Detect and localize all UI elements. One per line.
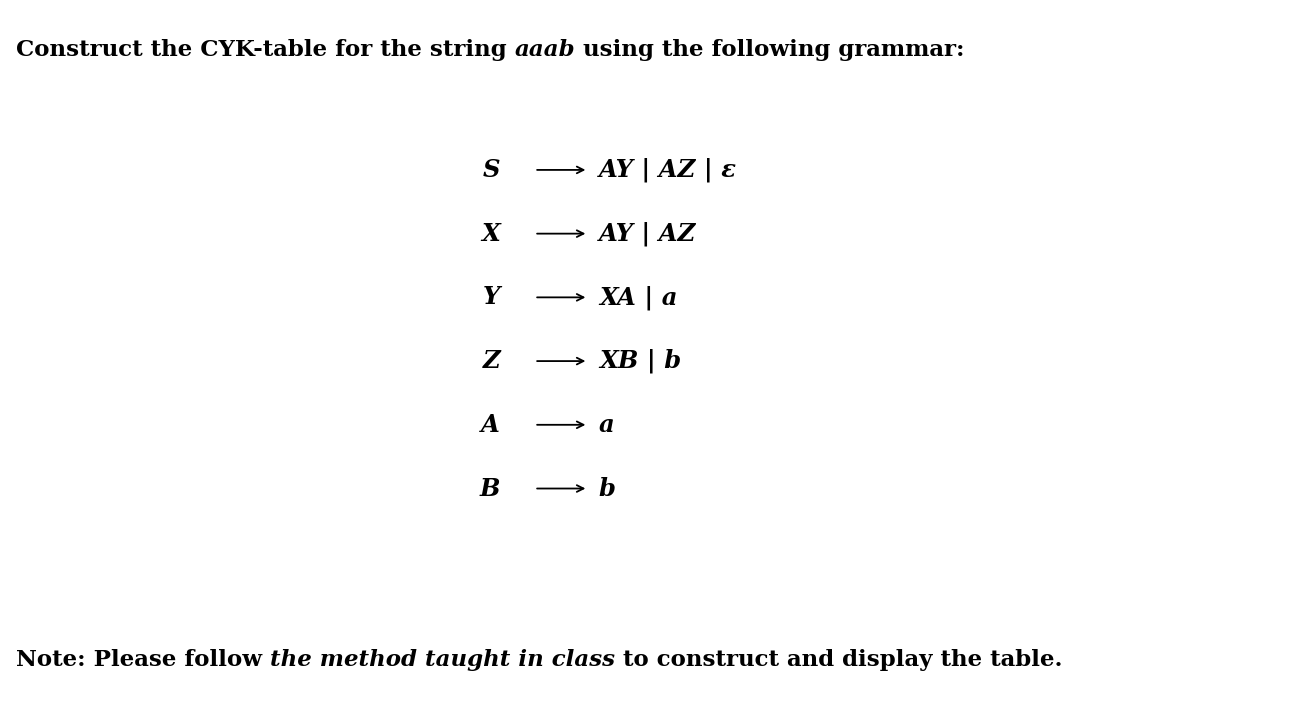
Text: A: A (482, 413, 500, 437)
Text: XB | b: XB | b (599, 349, 682, 373)
Text: XA | a: XA | a (599, 285, 678, 309)
Text: X: X (482, 222, 500, 246)
Text: B: B (479, 476, 500, 501)
Text: aaab: aaab (515, 39, 575, 61)
Text: a: a (599, 413, 615, 437)
Text: Y: Y (483, 285, 500, 309)
Text: AY | AZ | ε: AY | AZ | ε (599, 158, 737, 182)
Text: using the following grammar:: using the following grammar: (575, 39, 965, 61)
Text: AY | AZ: AY | AZ (599, 222, 696, 246)
Text: Note: Please follow: Note: Please follow (16, 649, 270, 671)
Text: Z: Z (483, 349, 500, 373)
Text: b: b (599, 476, 616, 501)
Text: S: S (483, 158, 500, 182)
Text: to construct and display the table.: to construct and display the table. (615, 649, 1062, 671)
Text: the method taught in class: the method taught in class (270, 649, 615, 671)
Text: Construct the CYK-table for the string: Construct the CYK-table for the string (16, 39, 515, 61)
